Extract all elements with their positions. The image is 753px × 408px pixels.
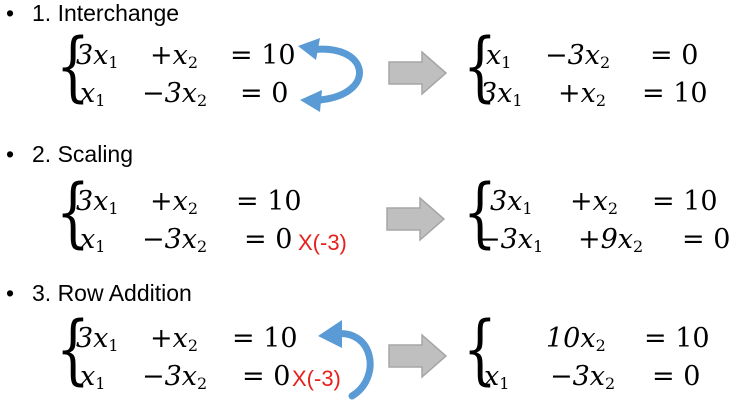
scaling-multiplier: X(-3) xyxy=(298,230,347,255)
transform-arrow-icon xyxy=(386,196,446,242)
bullet: • xyxy=(6,0,15,26)
heading-row-addition: • 3. Row Addition xyxy=(6,280,192,306)
heading-scaling: • 2. Scaling xyxy=(6,141,134,167)
row-addition-curve-arrow-icon xyxy=(318,320,374,400)
transform-arrow-icon xyxy=(388,50,448,96)
swap-curve-arrow-icon xyxy=(298,38,363,112)
heading-interchange: • 1. Interchange xyxy=(6,0,180,26)
bullet: • xyxy=(6,280,15,306)
transform-arrow-icon xyxy=(388,333,448,379)
row-addition-multiplier: X(-3) xyxy=(292,366,341,391)
bullet: • xyxy=(6,141,15,167)
